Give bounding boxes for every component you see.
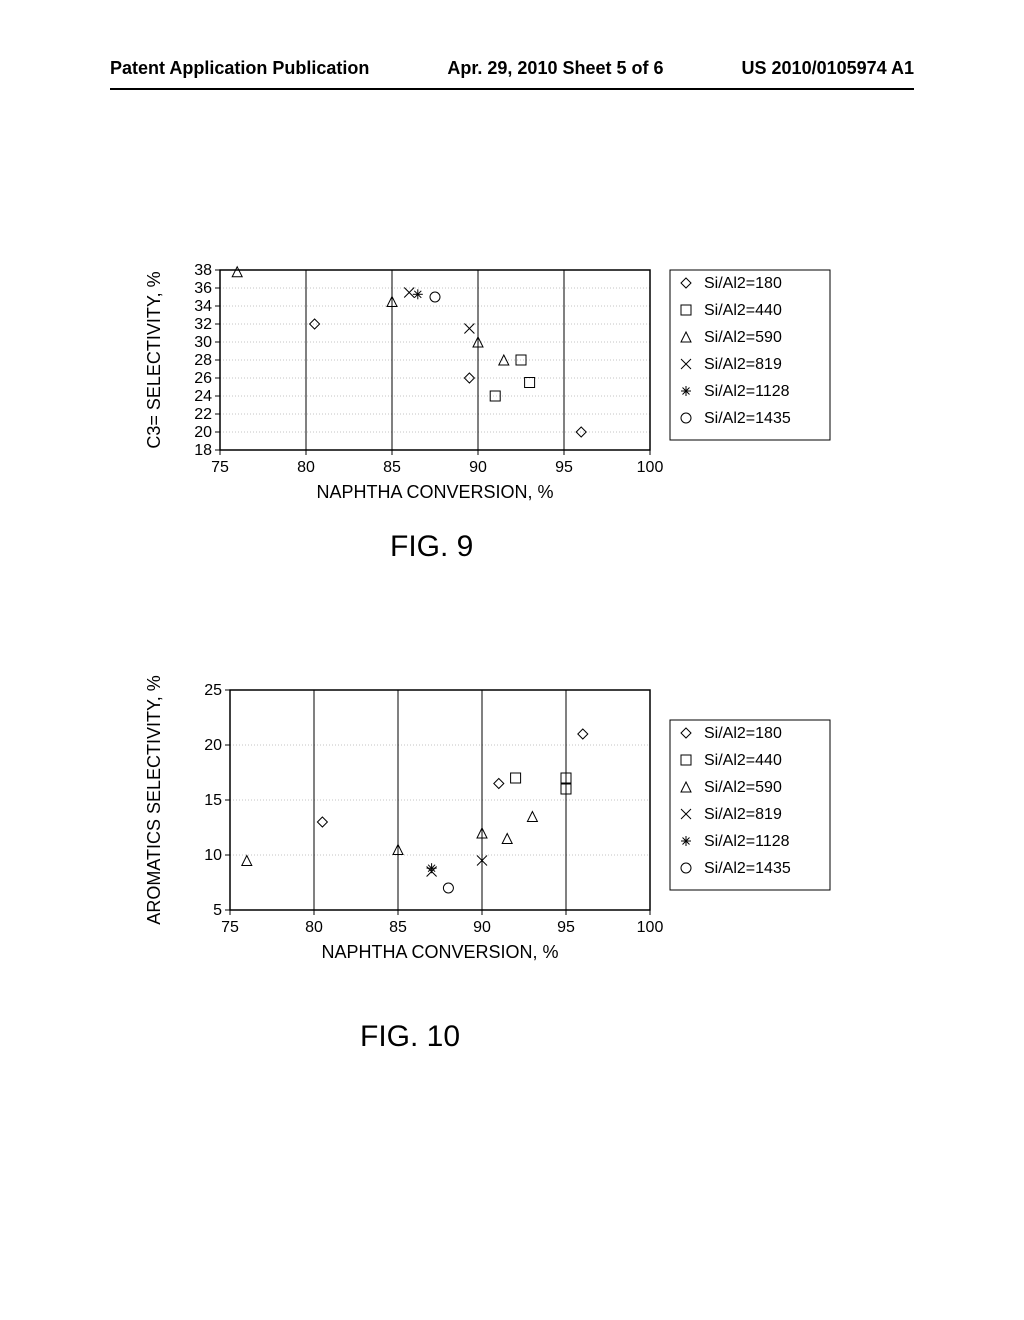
- xtick-label: 95: [557, 919, 575, 936]
- xtick-label: 90: [469, 459, 487, 476]
- ytick-label: 38: [194, 262, 212, 279]
- header-left: Patent Application Publication: [110, 58, 369, 79]
- y-axis-title: C3= SELECTIVITY, %: [144, 271, 164, 448]
- fig10-chart: 5 10 15 20 25 75 80 85 90 95 100 NAPHTHA CONVERSION…: [140, 660, 900, 1015]
- diamond-marker: [310, 319, 320, 329]
- ytick-label: 36: [194, 280, 212, 297]
- asterisk-marker: [681, 836, 691, 846]
- legend-label: Si/Al2=1435: [704, 860, 791, 877]
- xtick-label: 100: [637, 459, 664, 476]
- x-axis-title: NAPHTHA CONVERSION, %: [321, 942, 558, 962]
- ytick-label: 26: [194, 370, 212, 387]
- ytick-label: 34: [194, 298, 212, 315]
- xtick-label: 95: [555, 459, 573, 476]
- legend-label: Si/Al2=440: [704, 752, 782, 769]
- fig9-chart: 1820222426283032343638 75 80 85 90 95 100 NAPHT…: [140, 260, 900, 525]
- legend-label: Si/Al2=180: [704, 275, 782, 292]
- asterisk-marker: [413, 289, 423, 299]
- square-marker: [490, 391, 500, 401]
- legend-label: Si/Al2=1128: [704, 833, 790, 850]
- x-marker: [464, 324, 474, 334]
- xtick-label: 80: [305, 919, 323, 936]
- header-center: Apr. 29, 2010 Sheet 5 of 6: [447, 58, 663, 79]
- x-axis-title: NAPHTHA CONVERSION, %: [316, 482, 553, 502]
- xtick-label: 100: [637, 919, 664, 936]
- ytick-label: 5: [213, 902, 222, 919]
- square-marker: [511, 773, 521, 783]
- xtick-label: 75: [211, 459, 229, 476]
- xtick-label: 80: [297, 459, 315, 476]
- ytick-label: 24: [194, 388, 212, 405]
- ytick-label: 20: [204, 737, 222, 754]
- ytick-label: 10: [204, 847, 222, 864]
- ytick-label: 25: [204, 682, 222, 699]
- legend-label: Si/Al2=590: [704, 779, 782, 796]
- legend-label: Si/Al2=1435: [704, 410, 791, 427]
- legend-label: Si/Al2=590: [704, 329, 782, 346]
- xtick-label: 90: [473, 919, 491, 936]
- ytick-label: 18: [194, 442, 212, 459]
- asterisk-marker: [427, 863, 437, 873]
- xtick-label: 85: [389, 919, 407, 936]
- ytick-label: 22: [194, 406, 212, 423]
- page: Patent Application Publication Apr. 29, …: [0, 0, 1024, 1320]
- fig9-svg: 1820222426283032343638 75 80 85 90 95 100 NAPHT…: [140, 260, 900, 520]
- ytick-label: 32: [194, 316, 212, 333]
- legend-label: Si/Al2=819: [704, 356, 782, 373]
- legend-label: Si/Al2=1128: [704, 383, 790, 400]
- triangle-marker: [502, 834, 512, 844]
- ytick-label: 20: [194, 424, 212, 441]
- diamond-marker: [494, 779, 504, 789]
- asterisk-marker: [681, 386, 691, 396]
- ytick-label: 30: [194, 334, 212, 351]
- legend-label: Si/Al2=819: [704, 806, 782, 823]
- triangle-marker: [242, 856, 252, 866]
- y-axis-title: AROMATICS SELECTIVITY, %: [144, 675, 164, 924]
- xtick-label: 85: [383, 459, 401, 476]
- circle-marker: [443, 883, 453, 893]
- x-marker: [404, 288, 414, 298]
- fig9-title: FIG. 9: [390, 530, 473, 564]
- header-rule: [110, 88, 914, 90]
- page-header: Patent Application Publication Apr. 29, …: [0, 58, 1024, 79]
- triangle-marker: [527, 812, 537, 822]
- legend-label: Si/Al2=180: [704, 725, 782, 742]
- triangle-marker: [499, 355, 509, 365]
- ytick-label: 15: [204, 792, 222, 809]
- fig10-title: FIG. 10: [360, 1020, 460, 1054]
- circle-marker: [430, 292, 440, 302]
- ytick-label: 28: [194, 352, 212, 369]
- fig10-svg: 5 10 15 20 25 75 80 85 90 95 100 NAPHTHA CONVERSION…: [140, 660, 900, 1010]
- diamond-marker: [578, 729, 588, 739]
- square-marker: [525, 378, 535, 388]
- plot-frame: [220, 270, 650, 450]
- triangle-marker: [232, 267, 242, 277]
- header-right: US 2010/0105974 A1: [742, 58, 914, 79]
- xtick-label: 75: [221, 919, 239, 936]
- legend-label: Si/Al2=440: [704, 302, 782, 319]
- diamond-marker: [317, 817, 327, 827]
